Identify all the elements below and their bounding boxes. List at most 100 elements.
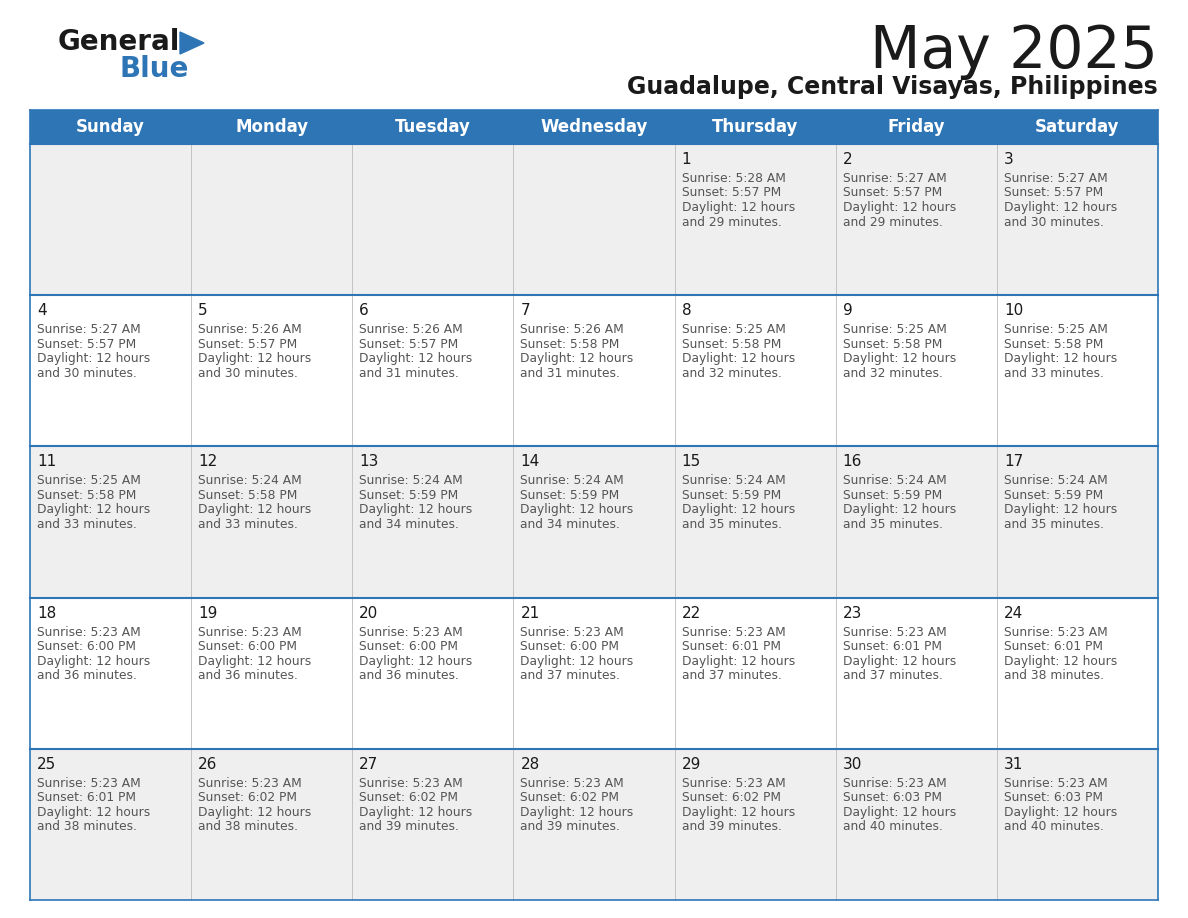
- Text: 16: 16: [842, 454, 862, 469]
- Text: Daylight: 12 hours: Daylight: 12 hours: [37, 353, 150, 365]
- Text: Sunset: 6:02 PM: Sunset: 6:02 PM: [520, 791, 619, 804]
- Text: Saturday: Saturday: [1035, 118, 1119, 136]
- Text: Sunset: 6:01 PM: Sunset: 6:01 PM: [37, 791, 135, 804]
- Text: Sunrise: 5:26 AM: Sunrise: 5:26 AM: [198, 323, 302, 336]
- Text: 15: 15: [682, 454, 701, 469]
- Text: and 30 minutes.: and 30 minutes.: [198, 366, 298, 380]
- Text: Sunset: 5:57 PM: Sunset: 5:57 PM: [359, 338, 459, 351]
- Text: and 37 minutes.: and 37 minutes.: [842, 669, 942, 682]
- Text: Daylight: 12 hours: Daylight: 12 hours: [682, 353, 795, 365]
- Text: Sunset: 5:58 PM: Sunset: 5:58 PM: [682, 338, 781, 351]
- Text: Daylight: 12 hours: Daylight: 12 hours: [37, 655, 150, 667]
- Text: Daylight: 12 hours: Daylight: 12 hours: [682, 806, 795, 819]
- Text: Sunrise: 5:24 AM: Sunrise: 5:24 AM: [842, 475, 947, 487]
- Text: and 39 minutes.: and 39 minutes.: [359, 821, 459, 834]
- Text: and 39 minutes.: and 39 minutes.: [520, 821, 620, 834]
- Text: Sunset: 6:01 PM: Sunset: 6:01 PM: [682, 640, 781, 653]
- Text: and 33 minutes.: and 33 minutes.: [198, 518, 298, 531]
- Text: Sunset: 5:57 PM: Sunset: 5:57 PM: [842, 186, 942, 199]
- Text: Sunrise: 5:27 AM: Sunrise: 5:27 AM: [842, 172, 947, 185]
- Text: 3: 3: [1004, 152, 1013, 167]
- Text: and 30 minutes.: and 30 minutes.: [37, 366, 137, 380]
- Text: Sunset: 5:58 PM: Sunset: 5:58 PM: [198, 489, 297, 502]
- Text: 19: 19: [198, 606, 217, 621]
- Text: Wednesday: Wednesday: [541, 118, 647, 136]
- Text: and 38 minutes.: and 38 minutes.: [37, 821, 137, 834]
- Text: Blue: Blue: [120, 55, 189, 83]
- Text: and 30 minutes.: and 30 minutes.: [1004, 216, 1104, 229]
- Text: Sunrise: 5:27 AM: Sunrise: 5:27 AM: [1004, 172, 1107, 185]
- Text: Daylight: 12 hours: Daylight: 12 hours: [1004, 503, 1117, 517]
- Text: 4: 4: [37, 303, 46, 319]
- Text: 26: 26: [198, 756, 217, 772]
- Text: 12: 12: [198, 454, 217, 469]
- Text: 14: 14: [520, 454, 539, 469]
- Text: Sunrise: 5:23 AM: Sunrise: 5:23 AM: [37, 777, 140, 789]
- Text: 1: 1: [682, 152, 691, 167]
- Text: Tuesday: Tuesday: [394, 118, 470, 136]
- Text: and 39 minutes.: and 39 minutes.: [682, 821, 782, 834]
- Text: 2: 2: [842, 152, 852, 167]
- Text: Daylight: 12 hours: Daylight: 12 hours: [520, 353, 633, 365]
- Text: Sunrise: 5:26 AM: Sunrise: 5:26 AM: [520, 323, 624, 336]
- Text: and 32 minutes.: and 32 minutes.: [682, 366, 782, 380]
- Text: and 38 minutes.: and 38 minutes.: [198, 821, 298, 834]
- Text: 22: 22: [682, 606, 701, 621]
- Text: Sunset: 6:01 PM: Sunset: 6:01 PM: [842, 640, 942, 653]
- Text: Sunset: 6:02 PM: Sunset: 6:02 PM: [198, 791, 297, 804]
- Text: and 40 minutes.: and 40 minutes.: [1004, 821, 1104, 834]
- Text: Sunset: 5:59 PM: Sunset: 5:59 PM: [682, 489, 781, 502]
- Text: Sunset: 5:59 PM: Sunset: 5:59 PM: [359, 489, 459, 502]
- Text: Daylight: 12 hours: Daylight: 12 hours: [359, 503, 473, 517]
- Text: Sunrise: 5:24 AM: Sunrise: 5:24 AM: [359, 475, 463, 487]
- Text: Daylight: 12 hours: Daylight: 12 hours: [198, 353, 311, 365]
- Text: and 36 minutes.: and 36 minutes.: [359, 669, 459, 682]
- Text: Daylight: 12 hours: Daylight: 12 hours: [1004, 201, 1117, 214]
- Text: Sunrise: 5:25 AM: Sunrise: 5:25 AM: [1004, 323, 1107, 336]
- Text: and 35 minutes.: and 35 minutes.: [842, 518, 943, 531]
- Text: Sunrise: 5:23 AM: Sunrise: 5:23 AM: [1004, 777, 1107, 789]
- Text: and 36 minutes.: and 36 minutes.: [198, 669, 298, 682]
- Bar: [30, 144, 1158, 296]
- Text: Sunset: 5:58 PM: Sunset: 5:58 PM: [520, 338, 620, 351]
- Text: Sunrise: 5:25 AM: Sunrise: 5:25 AM: [842, 323, 947, 336]
- Text: 25: 25: [37, 756, 56, 772]
- Bar: [30, 598, 1158, 749]
- Text: 8: 8: [682, 303, 691, 319]
- Text: Sunrise: 5:25 AM: Sunrise: 5:25 AM: [682, 323, 785, 336]
- Text: Daylight: 12 hours: Daylight: 12 hours: [1004, 806, 1117, 819]
- Text: Daylight: 12 hours: Daylight: 12 hours: [37, 503, 150, 517]
- Text: 23: 23: [842, 606, 862, 621]
- Text: Sunset: 5:57 PM: Sunset: 5:57 PM: [1004, 186, 1104, 199]
- Text: Sunset: 6:00 PM: Sunset: 6:00 PM: [198, 640, 297, 653]
- Text: Sunrise: 5:23 AM: Sunrise: 5:23 AM: [359, 625, 463, 639]
- Text: and 37 minutes.: and 37 minutes.: [520, 669, 620, 682]
- Text: Daylight: 12 hours: Daylight: 12 hours: [842, 503, 956, 517]
- Text: 21: 21: [520, 606, 539, 621]
- Text: Sunrise: 5:23 AM: Sunrise: 5:23 AM: [842, 625, 947, 639]
- Text: Daylight: 12 hours: Daylight: 12 hours: [682, 503, 795, 517]
- Text: May 2025: May 2025: [870, 23, 1158, 80]
- Text: Daylight: 12 hours: Daylight: 12 hours: [520, 655, 633, 667]
- Bar: [30, 749, 1158, 900]
- Text: 9: 9: [842, 303, 853, 319]
- Text: Guadalupe, Central Visayas, Philippines: Guadalupe, Central Visayas, Philippines: [627, 75, 1158, 99]
- Text: and 38 minutes.: and 38 minutes.: [1004, 669, 1104, 682]
- Text: Sunrise: 5:25 AM: Sunrise: 5:25 AM: [37, 475, 141, 487]
- Text: Monday: Monday: [235, 118, 308, 136]
- Text: and 29 minutes.: and 29 minutes.: [682, 216, 782, 229]
- Text: 29: 29: [682, 756, 701, 772]
- Text: 17: 17: [1004, 454, 1023, 469]
- Text: and 35 minutes.: and 35 minutes.: [682, 518, 782, 531]
- Text: Sunset: 5:58 PM: Sunset: 5:58 PM: [842, 338, 942, 351]
- Bar: [30, 446, 1158, 598]
- Text: General: General: [58, 28, 181, 56]
- Text: Sunrise: 5:23 AM: Sunrise: 5:23 AM: [682, 777, 785, 789]
- Text: 13: 13: [359, 454, 379, 469]
- Text: 24: 24: [1004, 606, 1023, 621]
- Text: Sunrise: 5:23 AM: Sunrise: 5:23 AM: [520, 777, 624, 789]
- Text: 31: 31: [1004, 756, 1023, 772]
- Text: Daylight: 12 hours: Daylight: 12 hours: [1004, 655, 1117, 667]
- Text: Sunset: 6:00 PM: Sunset: 6:00 PM: [359, 640, 459, 653]
- Text: Daylight: 12 hours: Daylight: 12 hours: [520, 503, 633, 517]
